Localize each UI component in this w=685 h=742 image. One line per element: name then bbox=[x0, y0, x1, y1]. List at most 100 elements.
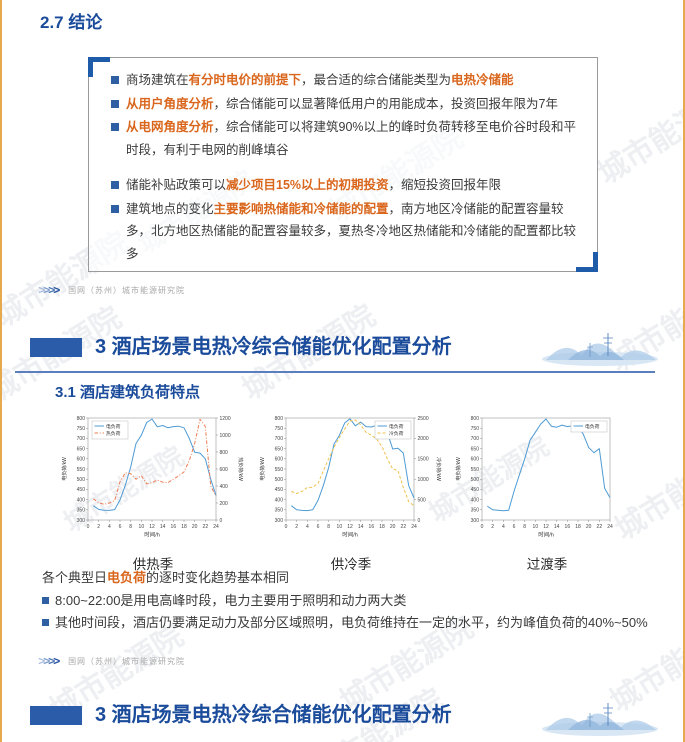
svg-text:12: 12 bbox=[543, 524, 549, 530]
conclusion-bullet: 从电网角度分析，综合储能可以将建筑90%以上的峰时负荷转移至电价谷时段和平时段，… bbox=[111, 116, 583, 161]
svg-text:22: 22 bbox=[203, 524, 209, 530]
svg-text:冷负荷/kW: 冷负荷/kW bbox=[435, 457, 442, 481]
svg-text:450: 450 bbox=[471, 487, 480, 493]
svg-text:550: 550 bbox=[471, 467, 480, 473]
svg-text:300: 300 bbox=[471, 518, 480, 524]
svg-text:400: 400 bbox=[77, 497, 86, 503]
svg-text:4: 4 bbox=[108, 524, 111, 530]
svg-text:650: 650 bbox=[77, 446, 86, 452]
watermark: 城市能源院 bbox=[592, 83, 685, 191]
svg-text:8: 8 bbox=[523, 524, 526, 530]
svg-text:6: 6 bbox=[317, 524, 320, 530]
svg-text:350: 350 bbox=[77, 508, 86, 514]
svg-text:电负荷/kW: 电负荷/kW bbox=[61, 457, 68, 481]
svg-text:400: 400 bbox=[220, 484, 229, 490]
chart-transition-season: 0 2 4 6 8 10 12 14 16 18 20 22 243003504004505005506… bbox=[455, 416, 613, 539]
svg-text:350: 350 bbox=[275, 508, 284, 514]
svg-text:800: 800 bbox=[220, 450, 229, 456]
svg-text:800: 800 bbox=[77, 416, 86, 422]
svg-text:14: 14 bbox=[160, 524, 166, 530]
chart-heating-season: 0 2 4 6 8 10 12 14 16 18 20 22 243003504004505005506… bbox=[61, 416, 244, 539]
conclusion-bullet: 建筑地点的变化主要影响热储能和冷储能的配置，南方地区冷储能的配置容量较多，北方地… bbox=[111, 198, 583, 266]
svg-text:14: 14 bbox=[358, 524, 364, 530]
svg-text:350: 350 bbox=[471, 508, 480, 514]
svg-text:400: 400 bbox=[471, 497, 480, 503]
svg-text:700: 700 bbox=[77, 436, 86, 442]
svg-text:700: 700 bbox=[471, 436, 480, 442]
slide-footer: >>>> 国网（苏州）城市能源研究院 bbox=[38, 655, 185, 667]
page-right-border bbox=[683, 0, 685, 742]
svg-text:500: 500 bbox=[418, 497, 427, 503]
svg-text:时间/h: 时间/h bbox=[342, 531, 358, 539]
bullet-square-icon bbox=[111, 181, 119, 189]
load-trend-intro: 各个典型日电负荷的逐时变化趋势基本相同 bbox=[42, 570, 290, 585]
svg-text:400: 400 bbox=[275, 497, 284, 503]
chart-cooling-season: 0 2 4 6 8 10 12 14 16 18 20 22 243003504004505005506… bbox=[259, 416, 442, 539]
conclusion-bullet: 储能补贴政策可以减少项目15%以上的初期投资，缩短投资回报年限 bbox=[111, 174, 583, 197]
svg-text:750: 750 bbox=[275, 426, 284, 432]
svg-text:14: 14 bbox=[554, 524, 560, 530]
svg-text:700: 700 bbox=[275, 436, 284, 442]
svg-text:6: 6 bbox=[513, 524, 516, 530]
svg-text:热负荷: 热负荷 bbox=[106, 430, 121, 437]
svg-text:750: 750 bbox=[471, 426, 480, 432]
svg-text:电负荷: 电负荷 bbox=[585, 423, 600, 430]
svg-text:6: 6 bbox=[119, 524, 122, 530]
bullet-text: 商场建筑在有分时电价的前提下，最合适的综合储能类型为电热冷储能 bbox=[126, 73, 514, 87]
chevrons-icon: >>>> bbox=[38, 283, 60, 297]
svg-text:16: 16 bbox=[369, 524, 375, 530]
bullet-text: 其他时间段，酒店仍要满足动力及部分区域照明，电负荷维持在一定的水平，约为峰值负荷… bbox=[55, 615, 648, 630]
institute-name: 国网（苏州）城市能源研究院 bbox=[68, 656, 186, 666]
svg-text:20: 20 bbox=[390, 524, 396, 530]
bullet-text: 8:00~22:00是用电高峰时段，电力主要用于照明和动力两大类 bbox=[55, 593, 407, 608]
svg-text:10: 10 bbox=[533, 524, 539, 530]
svg-text:4: 4 bbox=[502, 524, 505, 530]
bullet-square-icon bbox=[42, 619, 49, 626]
bullet-square-icon bbox=[111, 76, 119, 84]
bullet-text: 建筑地点的变化主要影响热储能和冷储能的配置，南方地区冷储能的配置容量较多，北方地… bbox=[126, 201, 577, 261]
svg-text:电负荷/kW: 电负荷/kW bbox=[259, 457, 266, 481]
svg-text:300: 300 bbox=[275, 518, 284, 524]
section-title-3: 3 酒店场景电热冷综合储能优化配置分析 bbox=[95, 336, 452, 358]
section-title-3-repeat: 3 酒店场景电热冷综合储能优化配置分析 bbox=[95, 704, 452, 726]
chart-caption-heating: 供热季 bbox=[132, 557, 174, 572]
svg-text:200: 200 bbox=[220, 501, 229, 507]
svg-text:800: 800 bbox=[275, 416, 284, 422]
svg-text:18: 18 bbox=[575, 524, 581, 530]
svg-text:4: 4 bbox=[306, 524, 309, 530]
subsection-title-3-1: 3.1 酒店建筑负荷特点 bbox=[55, 384, 201, 401]
svg-text:2: 2 bbox=[295, 524, 298, 530]
bullet-text: 从用户角度分析，综合储能可以显著降低用户的用能成本，投资回报年限为7年 bbox=[126, 96, 558, 111]
svg-text:时间/h: 时间/h bbox=[538, 531, 554, 539]
svg-text:0: 0 bbox=[418, 518, 421, 524]
svg-text:0: 0 bbox=[87, 524, 90, 530]
page-left-border bbox=[0, 0, 2, 742]
svg-text:1000: 1000 bbox=[220, 433, 231, 439]
corner-bracket-icon bbox=[576, 252, 598, 272]
svg-text:10: 10 bbox=[139, 524, 145, 530]
svg-text:12: 12 bbox=[149, 524, 155, 530]
svg-text:时间/h: 时间/h bbox=[144, 531, 160, 539]
mountain-watercolor-image bbox=[542, 703, 658, 736]
chart-caption-transition: 过渡季 bbox=[526, 557, 568, 572]
svg-text:650: 650 bbox=[275, 446, 284, 452]
load-bullet: 其他时间段，酒店仍要满足动力及部分区域照明，电负荷维持在一定的水平，约为峰值负荷… bbox=[42, 612, 654, 634]
svg-text:500: 500 bbox=[275, 477, 284, 483]
svg-text:20: 20 bbox=[192, 524, 198, 530]
svg-text:800: 800 bbox=[471, 416, 480, 422]
svg-text:24: 24 bbox=[607, 524, 613, 530]
chart-caption-cooling: 供冷季 bbox=[330, 557, 372, 572]
svg-text:热负荷/kW: 热负荷/kW bbox=[237, 457, 244, 481]
conclusion-bullet: 从用户角度分析，综合储能可以显著降低用户的用能成本，投资回报年限为7年 bbox=[111, 93, 583, 116]
svg-text:18: 18 bbox=[379, 524, 385, 530]
svg-text:10: 10 bbox=[337, 524, 343, 530]
svg-text:1200: 1200 bbox=[220, 416, 231, 422]
bullet-square-icon bbox=[111, 204, 119, 213]
svg-text:电负荷: 电负荷 bbox=[106, 423, 121, 430]
svg-text:450: 450 bbox=[275, 487, 284, 493]
svg-text:20: 20 bbox=[586, 524, 592, 530]
section-title-2-7: 2.7 结论 bbox=[40, 13, 103, 32]
svg-text:650: 650 bbox=[471, 446, 480, 452]
svg-text:500: 500 bbox=[471, 477, 480, 483]
